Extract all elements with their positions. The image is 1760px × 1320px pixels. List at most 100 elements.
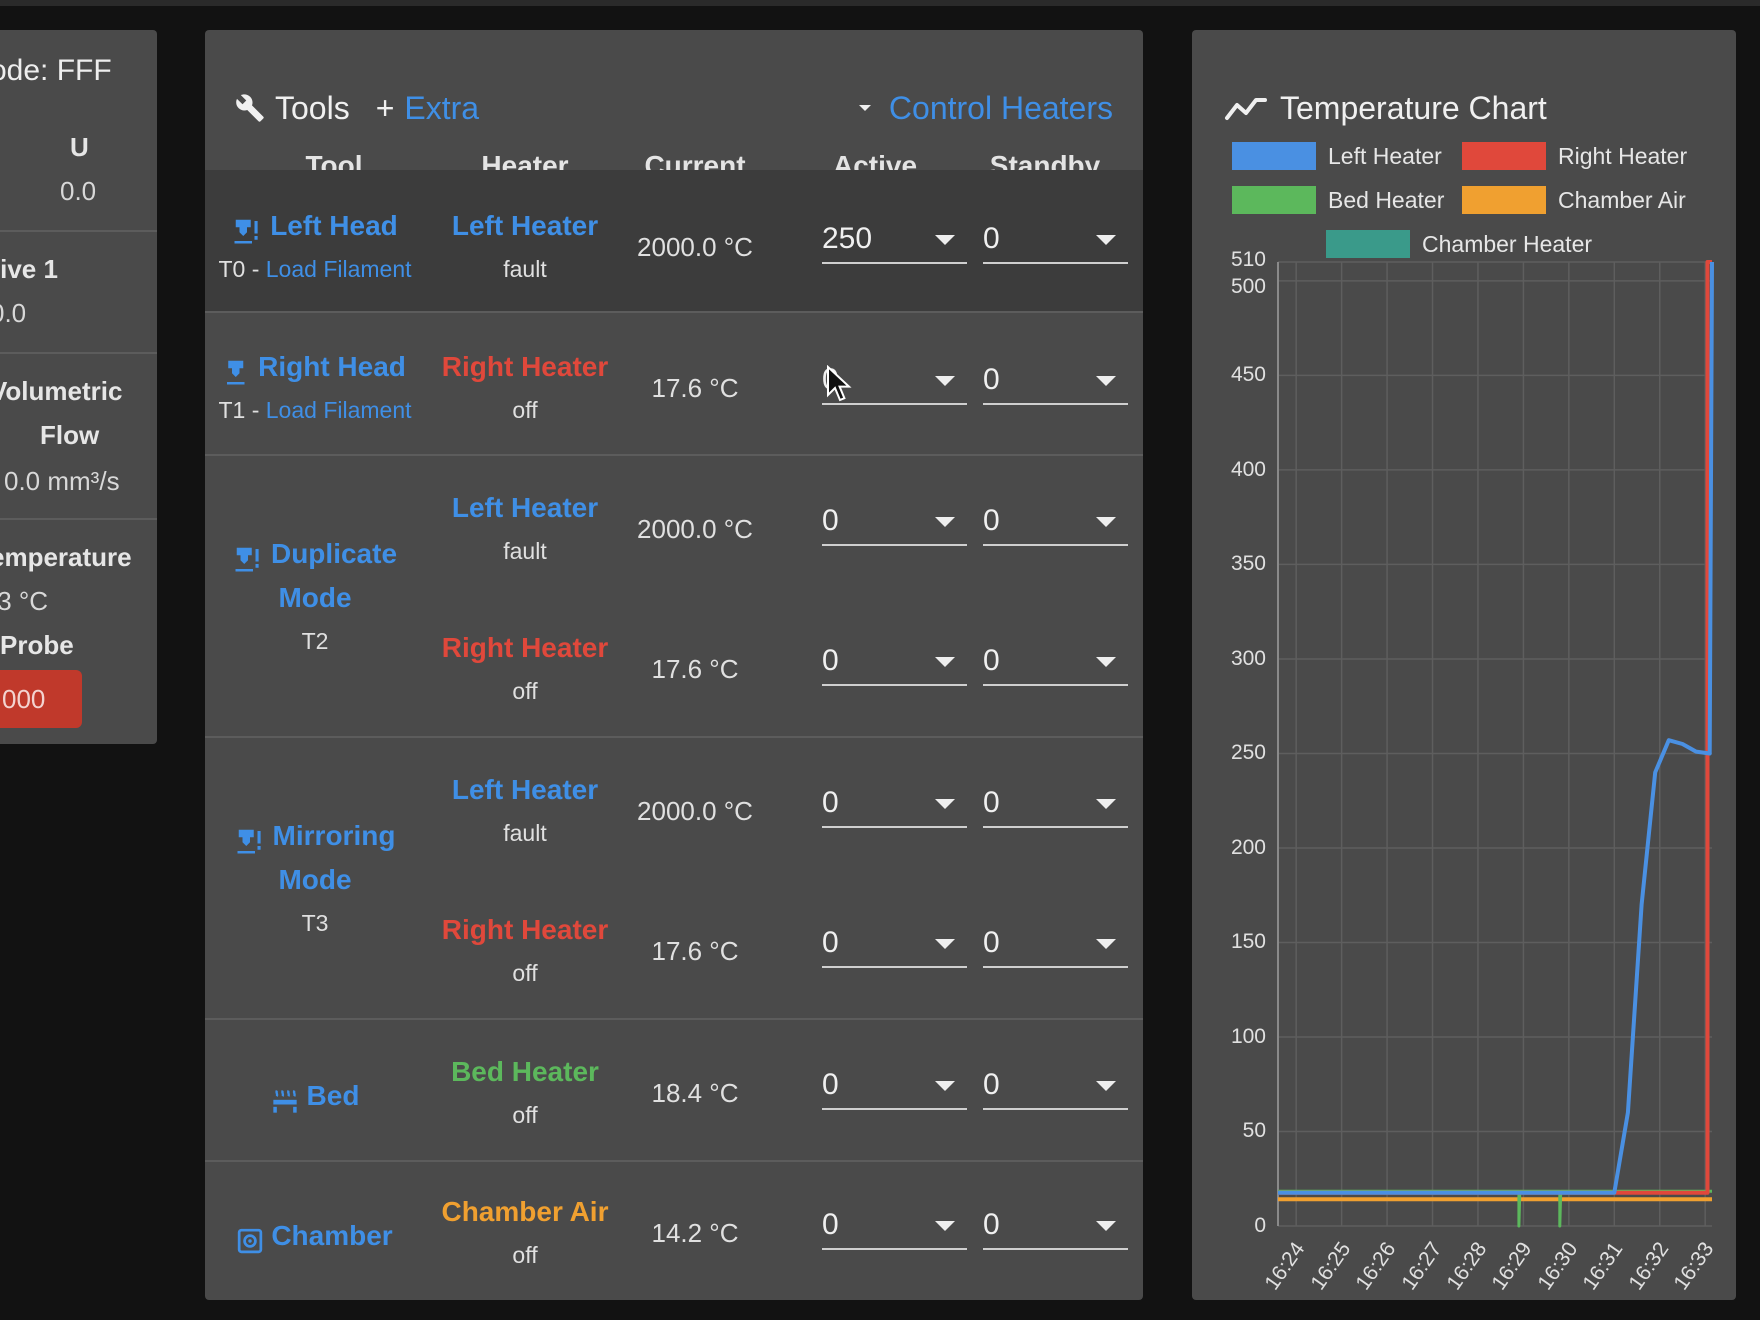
legend-bed-heater[interactable]: Bed Heater [1232, 186, 1444, 214]
caret-down-icon [1096, 517, 1116, 527]
drive-value: 0.0 [0, 298, 27, 328]
tool-row-duplicate-mode: Duplicate Mode T2 Left Heater fault 2000… [205, 454, 1143, 736]
tool-name[interactable]: Right Head [205, 351, 425, 387]
legend-chamber-air[interactable]: Chamber Air [1462, 186, 1686, 214]
active-temp-select[interactable]: 0 [822, 926, 967, 968]
legend-chamber-heater[interactable]: Chamber Heater [1326, 230, 1592, 258]
tool-name[interactable]: Mirroring [205, 820, 425, 856]
bed-heater-icon [272, 1089, 297, 1113]
line-chart-icon [1225, 98, 1267, 120]
axis-u-label: U [70, 132, 89, 162]
current-temp: 2000.0 °C [637, 232, 753, 262]
top-bar [0, 0, 1760, 6]
caret-down-icon [1096, 657, 1116, 667]
standby-temp-select[interactable]: 0 [983, 1208, 1128, 1250]
heater-state: fault [503, 538, 547, 564]
heater-name-left[interactable]: Left Heater [451, 774, 599, 805]
current-temp: 17.6 °C [651, 654, 739, 684]
extra-link[interactable]: Extra [404, 89, 480, 126]
plus-icon: + [375, 89, 395, 126]
load-filament-link[interactable]: Load Filament [265, 397, 412, 423]
heater-state: off [512, 678, 538, 704]
active-temp-select[interactable]: 0 [822, 786, 967, 828]
standby-temp-select[interactable]: 0 [983, 504, 1128, 546]
caret-down-icon [858, 105, 871, 111]
heater-name-right[interactable]: Right Heater [441, 914, 609, 945]
current-temp: 2000.0 °C [637, 796, 753, 826]
y-tick-label: 150 [1230, 930, 1266, 954]
legend-left-heater[interactable]: Left Heater [1232, 142, 1442, 170]
temperature-plot [1277, 260, 1714, 1228]
divider [0, 352, 157, 354]
active-temp-select[interactable]: 0 [822, 1208, 967, 1250]
current-temp: 2000.0 °C [637, 514, 753, 544]
caret-down-icon [1096, 235, 1116, 245]
standby-temp-select[interactable]: 0 [983, 363, 1128, 405]
series-line-right-heater [1278, 260, 1712, 1195]
active-temp-select[interactable]: 250 [822, 222, 967, 264]
heater-name-left[interactable]: Left Heater [451, 210, 599, 241]
standby-temp-select[interactable]: 0 [983, 222, 1128, 264]
caret-down-icon [935, 939, 955, 949]
heater-state: fault [503, 820, 547, 846]
caret-down-icon [1096, 1081, 1116, 1091]
tools-card: Tools + Extra Control Heaters Tool Heate… [205, 30, 1143, 1300]
y-tick-label: 50 [1242, 1119, 1266, 1143]
wrench-icon [236, 94, 264, 122]
temperature-value: .3 °C [0, 586, 49, 616]
nozzle-warning-icon [234, 219, 258, 244]
caret-down-icon [935, 657, 955, 667]
heater-name-chamber-air[interactable]: Chamber Air [441, 1196, 609, 1227]
heater-state: fault [503, 256, 547, 282]
heater-name-bed[interactable]: Bed Heater [451, 1056, 599, 1087]
tool-row-bed: Bed Bed Heater off 18.4 °C 0 0 [205, 1018, 1143, 1160]
tool-name[interactable]: Left Head [205, 210, 425, 246]
active-temp-select[interactable]: 0 [822, 644, 967, 686]
legend-right-heater[interactable]: Right Heater [1462, 142, 1687, 170]
legend-swatch [1462, 142, 1546, 170]
drive-label: rive 1 [0, 254, 58, 284]
legend-swatch [1462, 186, 1546, 214]
standby-temp-select[interactable]: 0 [983, 926, 1128, 968]
caret-down-icon [1096, 376, 1116, 386]
volumetric-label: Volumetric [0, 376, 123, 406]
caret-down-icon [935, 517, 955, 527]
tool-row-mirroring-mode: Mirroring Mode T3 Left Heater fault 2000… [205, 736, 1143, 1018]
tool-name[interactable]: Chamber [205, 1220, 425, 1254]
heater-name-right[interactable]: Right Heater [441, 351, 609, 382]
volumetric-value: 0.0 mm³/s [4, 466, 120, 496]
active-temp-select[interactable]: 0 [822, 1068, 967, 1110]
caret-down-icon [935, 1221, 955, 1231]
series-line-left-heater [1278, 261, 1714, 1195]
load-filament-link[interactable]: Load Filament [265, 256, 412, 282]
tool-row-right-head: Right Head T1 - Load Filament Right Heat… [205, 311, 1143, 454]
standby-temp-select[interactable]: 0 [983, 644, 1128, 686]
heater-name-right[interactable]: Right Heater [441, 632, 609, 663]
nozzle-icon [227, 360, 245, 385]
temperature-label: emperature [0, 542, 132, 572]
tool-subtitle: T0 - Load Filament [218, 256, 412, 282]
current-temp: 18.4 °C [651, 1078, 739, 1108]
tool-name-line2: Mode [278, 864, 352, 895]
probe-value-badge: 000 [0, 670, 82, 728]
heater-state: off [512, 960, 538, 986]
standby-temp-select[interactable]: 0 [983, 1068, 1128, 1110]
control-heaters-label: Control Heaters [888, 89, 1113, 126]
control-heaters-menu[interactable]: Control Heaters [858, 60, 1113, 156]
tool-row-chamber: Chamber Chamber Air off 14.2 °C 0 0 [205, 1160, 1143, 1300]
standby-temp-select[interactable]: 0 [983, 786, 1128, 828]
active-temp-select[interactable]: 0 [822, 504, 967, 546]
legend-swatch [1232, 186, 1316, 214]
tool-name-line2: Mode [278, 582, 352, 613]
tool-subtitle: T3 [301, 910, 329, 936]
tool-name[interactable]: Duplicate [205, 538, 425, 574]
y-tick-label: 500 [1230, 274, 1266, 298]
heater-name-left[interactable]: Left Heater [451, 492, 599, 523]
y-tick-label: 0 [1254, 1214, 1266, 1237]
temperature-chart-card: Temperature Chart Left Heater Right Heat… [1192, 30, 1736, 1300]
nozzle-warning-icon [235, 547, 259, 572]
tool-subtitle: T1 - Load Filament [218, 397, 412, 423]
caret-down-icon [1096, 1221, 1116, 1231]
tool-name[interactable]: Bed [205, 1080, 425, 1115]
y-tick-label: 350 [1230, 552, 1266, 576]
